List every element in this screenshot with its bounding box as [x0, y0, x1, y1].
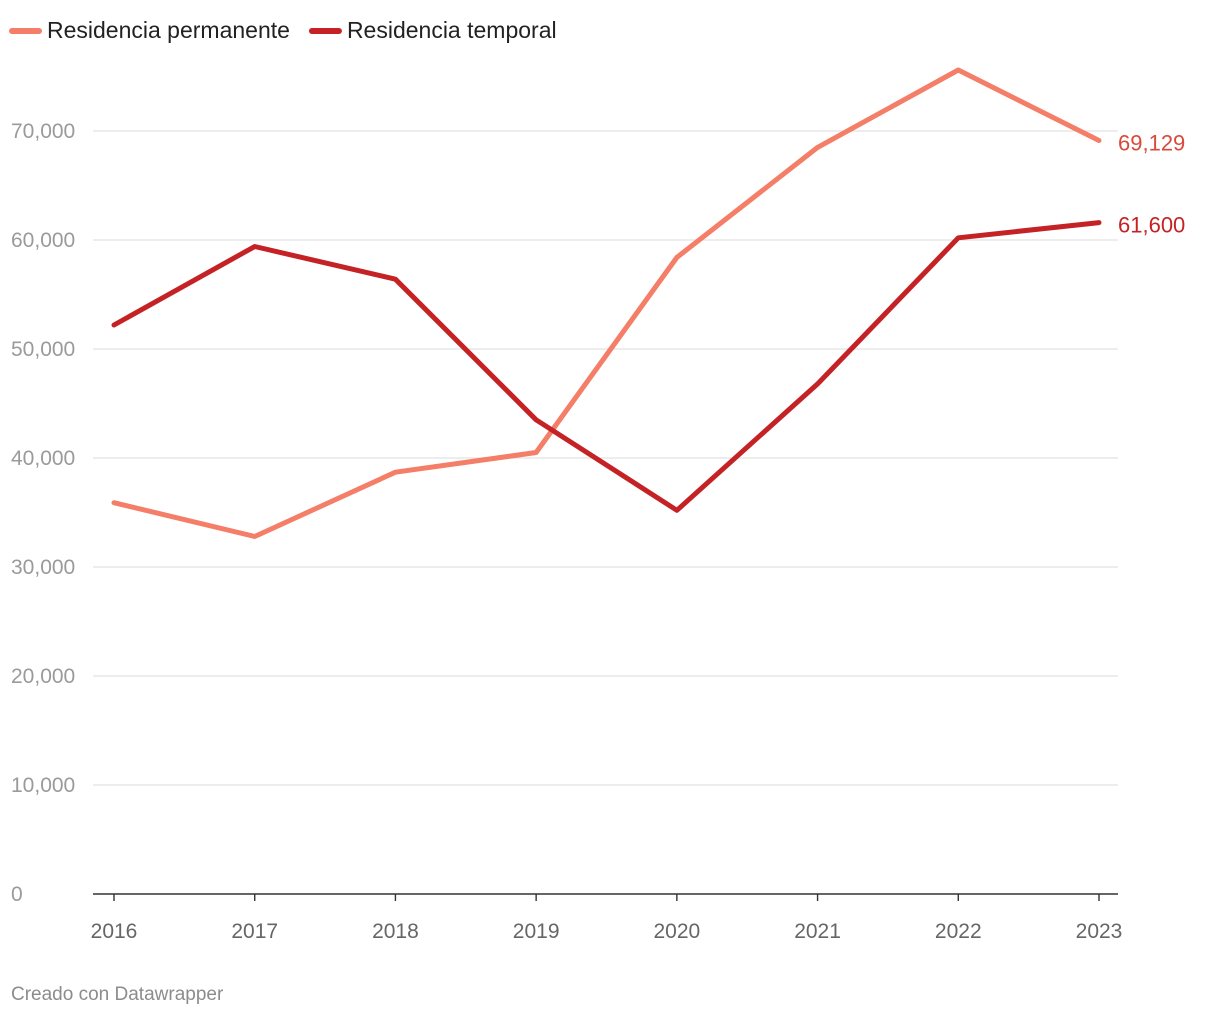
end-labels: 69,129 61,600: [1118, 130, 1185, 237]
y-axis: 0 10,000 20,000 30,000 40,000 50,000 60,000 70,…: [11, 120, 75, 906]
series-end-label: 61,600: [1118, 213, 1185, 238]
x-tick-label: 2017: [231, 920, 278, 943]
x-tick-label: 2016: [91, 920, 138, 943]
x-tick-label: 2018: [372, 920, 419, 943]
chart-legend: Residencia permanente Residencia temporal: [9, 17, 557, 43]
y-gridlines: [93, 130, 1118, 786]
y-tick-label: 10,000: [11, 774, 75, 797]
chart-series: [111, 67, 1102, 539]
y-tick-label: 60,000: [11, 229, 75, 252]
y-tick-label: 50,000: [11, 338, 75, 361]
series-line-2: [111, 220, 1102, 513]
x-tick-label: 2019: [513, 920, 560, 943]
y-tick-label: 20,000: [11, 665, 75, 688]
series-end-label: 69,129: [1118, 130, 1185, 155]
legend-label: Residencia temporal: [347, 17, 557, 43]
y-tick-label: 70,000: [11, 120, 75, 143]
legend-label: Residencia permanente: [47, 17, 290, 43]
credit-text: Creado con Datawrapper: [11, 984, 224, 1005]
y-tick-label: 40,000: [11, 447, 75, 470]
x-tick-label: 2020: [653, 920, 700, 943]
x-tick-label: 2021: [794, 920, 841, 943]
x-tick-label: 2022: [935, 920, 982, 943]
y-tick-label: 0: [11, 883, 23, 906]
x-axis: 2016 2017 2018 2019 2020 2021 2022 2023: [91, 893, 1123, 943]
x-tick-label: 2023: [1076, 920, 1123, 943]
y-tick-label: 30,000: [11, 556, 75, 579]
series-line-1: [111, 67, 1102, 539]
